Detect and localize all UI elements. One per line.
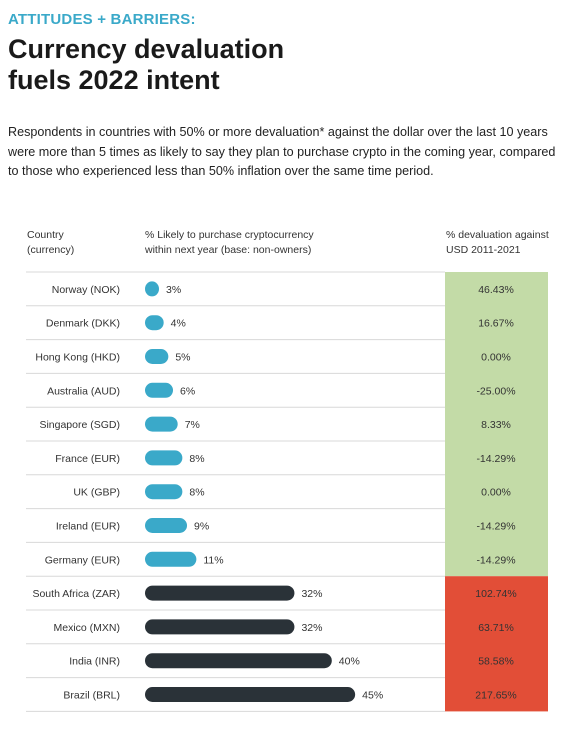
devaluation-label: 58.58%: [478, 656, 514, 668]
value-label: 9%: [194, 521, 209, 533]
bar: [145, 315, 164, 330]
devaluation-label: -14.29%: [476, 453, 515, 465]
devaluation-label: -25.00%: [476, 385, 515, 397]
country-label: India (INR): [69, 656, 120, 668]
country-labels: Norway (NOK) Denmark (DKK) Hong Kong (HKD)…: [32, 284, 120, 702]
value-label: 6%: [180, 385, 195, 397]
bar: [145, 484, 182, 499]
devaluation-label: -14.29%: [476, 554, 515, 566]
bar: [145, 518, 187, 533]
value-label: 5%: [175, 352, 190, 364]
value-label: 45%: [362, 690, 383, 702]
value-label: 3%: [166, 284, 181, 296]
country-label: Germany (EUR): [45, 554, 120, 566]
value-label: 32%: [301, 588, 322, 600]
bar: [145, 383, 173, 398]
value-label: 4%: [171, 318, 186, 330]
bar: [145, 349, 168, 364]
country-label: Denmark (DKK): [46, 318, 120, 330]
devaluation-label: 217.65%: [475, 690, 516, 702]
bar: [145, 687, 355, 702]
country-label: UK (GBP): [73, 487, 120, 499]
value-label: 40%: [339, 656, 360, 668]
bar: [145, 619, 294, 634]
bar: [145, 417, 178, 432]
country-label: Australia (AUD): [47, 385, 120, 397]
value-label: 8%: [189, 487, 204, 499]
devaluation-label: -14.29%: [476, 521, 515, 533]
country-label: Hong Kong (HKD): [35, 352, 120, 364]
bar: [145, 552, 196, 567]
devaluation-label: 8.33%: [481, 419, 511, 431]
devaluation-label: 46.43%: [478, 284, 514, 296]
bar: [145, 586, 294, 601]
devaluation-label: 63.71%: [478, 622, 514, 634]
country-label: Singapore (SGD): [39, 419, 120, 431]
country-label: France (EUR): [55, 453, 120, 465]
devaluation-label: 16.67%: [478, 318, 514, 330]
value-label: 8%: [189, 453, 204, 465]
value-label: 32%: [301, 622, 322, 634]
country-label: South Africa (ZAR): [32, 588, 120, 600]
country-label: Brazil (BRL): [63, 690, 120, 702]
devaluation-label: 0.00%: [481, 352, 511, 364]
country-label: Mexico (MXN): [53, 622, 120, 634]
devaluation-label: 102.74%: [475, 588, 516, 600]
bar: [145, 450, 182, 465]
bars: [145, 281, 355, 702]
value-label: 7%: [185, 419, 200, 431]
bar: [145, 281, 159, 296]
bar: [145, 653, 332, 668]
value-label: 11%: [203, 554, 223, 566]
country-label: Ireland (EUR): [56, 521, 120, 533]
country-label: Norway (NOK): [52, 284, 120, 296]
devaluation-label: 0.00%: [481, 487, 511, 499]
value-labels: 3% 4% 5% 6% 7% 8% 8% 9% 11% 32% 32% 40% 45%: [166, 284, 383, 702]
